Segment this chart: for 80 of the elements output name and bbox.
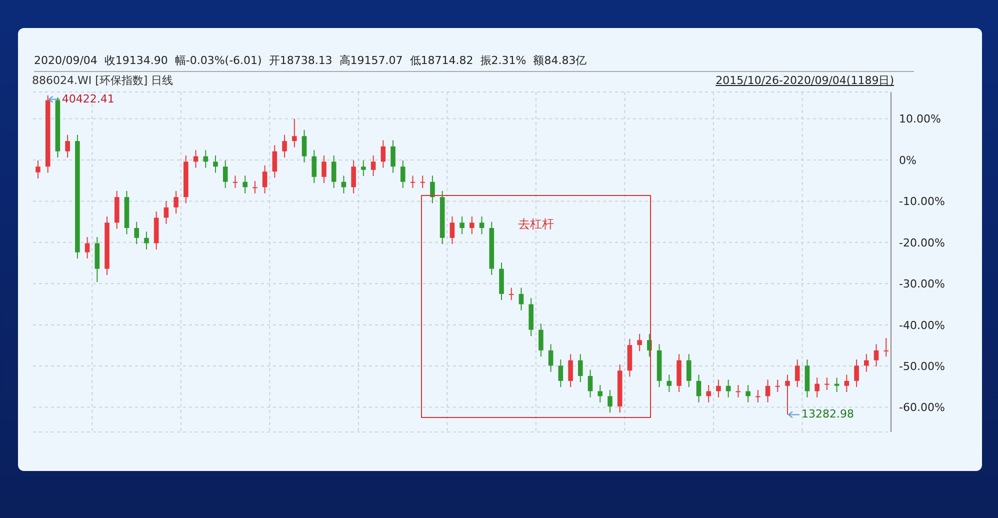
candlestick: [262, 164, 268, 194]
candlestick: [242, 175, 248, 194]
candlestick: [785, 374, 790, 416]
candlestick: [331, 154, 336, 189]
candlestick: [864, 354, 869, 372]
candlestick: [479, 216, 484, 235]
candlestick: [470, 216, 474, 235]
chart-title: 2020/09/04 收19134.90 幅-0.03%(-6.01) 开18738.13 高19157.07 低18714.82 振2.31% 额84.83亿: [34, 53, 587, 68]
candlestick: [765, 379, 770, 403]
candlestick: [351, 160, 356, 194]
candlestick: [746, 384, 750, 403]
candlestick: [213, 154, 218, 174]
candlestick: [302, 129, 307, 163]
candlestick: [608, 389, 612, 414]
candlestick: [312, 150, 317, 184]
candlestick: [884, 338, 889, 358]
y-tick-label: -10.00%: [899, 195, 945, 208]
candlestick: [361, 160, 366, 177]
candlestick: [134, 221, 140, 245]
candlestick: [370, 154, 376, 177]
rectangle-outline: 去杠杆: [420, 195, 652, 418]
candlestick: [322, 154, 326, 184]
annotation: 去杠杆: [516, 216, 555, 234]
candlestick: [736, 384, 741, 398]
candlestick: [686, 354, 692, 388]
candlestick: [558, 358, 564, 388]
candlestick: [844, 374, 850, 393]
candlestick: [814, 377, 820, 398]
candlestick: [538, 323, 544, 358]
candlestick: [65, 134, 70, 158]
candlestick: [420, 175, 426, 189]
candlestick: [430, 175, 435, 204]
candlestick: [666, 374, 672, 393]
candlestick: [598, 384, 603, 403]
candlestick: [400, 160, 406, 189]
y-tick-label: 0%: [899, 154, 916, 167]
candlestick: [252, 180, 258, 194]
candlestick: [578, 354, 583, 383]
candlestick: [36, 160, 40, 180]
candlestick: [588, 369, 593, 398]
candlestick: [380, 140, 386, 168]
candlestick: [548, 344, 554, 372]
candlestick: [716, 379, 721, 398]
y-tick-label: -50.00%: [899, 360, 945, 373]
candlestick: [568, 354, 573, 388]
y-tick-label: -60.00%: [899, 401, 945, 414]
annotation: 13282.98: [802, 408, 854, 421]
candlestick: [390, 140, 396, 174]
candlestick: [874, 344, 879, 367]
candlestick: [410, 175, 416, 189]
candlestick: [756, 389, 760, 403]
candlestick: [518, 287, 524, 311]
candlestick: [854, 358, 859, 388]
candlestick: [164, 200, 169, 224]
y-tick-label: -20.00%: [899, 236, 945, 250]
annotation: 40422.41: [62, 92, 114, 106]
y-tick-label: 10.00%: [899, 112, 941, 126]
text: 2015/10/26-2020/09/04(1189日): [716, 73, 894, 88]
candlestick: [232, 175, 238, 189]
candlestick: [775, 379, 780, 393]
candlestick: [824, 377, 830, 390]
chart-subtitle: 886024.WI [环保指数] 日线: [32, 73, 174, 88]
candlestick: [282, 134, 287, 158]
y-tick-label: -40.00%: [899, 318, 945, 332]
candlestick: [706, 384, 712, 403]
candlestick: [834, 377, 840, 393]
candlestick: [450, 216, 455, 245]
candlestick: [460, 216, 464, 235]
candlestick: [637, 333, 642, 352]
candlestick: [794, 358, 800, 388]
candlestick: [174, 190, 178, 214]
candlestick: [272, 144, 278, 178]
candlestick: [696, 374, 702, 403]
candlestick: [203, 150, 208, 168]
candlestick: [84, 236, 90, 259]
candlestick: [222, 160, 228, 189]
candlestick: [144, 231, 149, 250]
candlestick: [508, 287, 514, 301]
y-tick-label: -30.00%: [899, 278, 945, 291]
candlestick: [292, 118, 297, 148]
